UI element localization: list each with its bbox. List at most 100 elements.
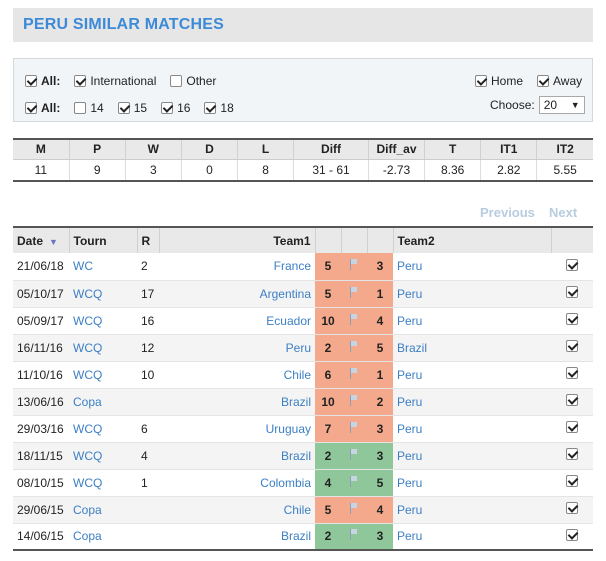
home-label: Home <box>491 74 524 88</box>
match-flag-cell[interactable] <box>341 415 367 443</box>
team1-link[interactable]: France <box>159 253 315 281</box>
team1-link[interactable]: Colombia <box>159 469 315 497</box>
all-type-checkbox[interactable] <box>25 75 37 87</box>
match-flag-cell[interactable] <box>341 307 367 335</box>
team1-link[interactable]: Chile <box>159 496 315 524</box>
choose-select[interactable]: 20 ▼ <box>538 96 585 114</box>
year-16-checkbox[interactable] <box>161 102 174 114</box>
all-years-checkbox[interactable] <box>25 102 37 114</box>
match-tournament-link[interactable]: Copa <box>69 496 137 524</box>
team2-link[interactable]: Peru <box>393 388 551 416</box>
home-checkbox[interactable] <box>475 75 487 87</box>
team2-score: 3 <box>367 442 393 470</box>
match-select-checkbox[interactable] <box>566 286 578 298</box>
filter-row-years: All: 14 15 16 18 <box>25 99 234 117</box>
other-checkbox[interactable] <box>170 75 183 87</box>
stats-header-d: D <box>180 139 238 160</box>
team1-link[interactable]: Ecuador <box>159 307 315 335</box>
match-flag-cell[interactable] <box>341 523 367 550</box>
match-tournament-link[interactable]: WCQ <box>69 415 137 443</box>
international-checkbox[interactable] <box>74 75 87 87</box>
team2-link[interactable]: Peru <box>393 361 551 389</box>
flag-icon <box>350 475 358 487</box>
stats-header-t: T <box>424 139 481 160</box>
match-row: 05/10/17 WCQ 17 Argentina 5 1 Peru <box>13 280 593 308</box>
title-bar: PERU SIMILAR MATCHES <box>13 8 593 42</box>
team2-link[interactable]: Peru <box>393 496 551 524</box>
match-select-checkbox[interactable] <box>566 502 578 514</box>
team1-link[interactable]: Brazil <box>280 529 311 544</box>
team1-link[interactable]: Uruguay <box>159 415 315 443</box>
match-tournament-link[interactable]: WCQ <box>69 469 137 497</box>
team1-link[interactable]: Peru <box>159 334 315 362</box>
match-select-checkbox[interactable] <box>566 394 578 406</box>
team1-score: 10 <box>315 388 341 416</box>
match-select-checkbox[interactable] <box>566 367 578 379</box>
match-tournament-link[interactable]: WCQ <box>69 307 137 335</box>
header-team2[interactable]: Team2 <box>392 227 551 253</box>
team2-link[interactable]: Peru <box>393 415 551 443</box>
team2-link[interactable]: Peru <box>393 307 551 335</box>
year-18-checkbox[interactable] <box>204 102 217 114</box>
match-flag-cell[interactable] <box>341 469 367 497</box>
team2-link[interactable]: Peru <box>393 253 551 281</box>
team1-link[interactable]: Brazil <box>159 388 315 416</box>
team2-score: 1 <box>367 361 393 389</box>
header-tourn[interactable]: Tourn <box>68 227 137 253</box>
header-team1[interactable]: Team1 <box>158 227 315 253</box>
next-link[interactable]: Next <box>549 205 578 220</box>
match-select-cell <box>551 523 593 550</box>
flag-icon <box>350 529 358 541</box>
match-flag-cell[interactable] <box>341 361 367 389</box>
flag-icon <box>350 367 358 379</box>
match-flag-cell[interactable] <box>341 334 367 362</box>
team1-link[interactable]: Brazil <box>159 442 315 470</box>
page-title: PERU SIMILAR MATCHES <box>23 16 225 33</box>
team2-score: 4 <box>367 496 393 524</box>
header-date[interactable]: Date ▼ <box>13 227 69 253</box>
year-15-checkbox[interactable] <box>117 102 130 114</box>
match-select-checkbox[interactable] <box>566 313 578 325</box>
team1-score: 5 <box>315 253 341 281</box>
away-checkbox[interactable] <box>537 75 550 87</box>
match-flag-cell[interactable] <box>341 280 367 308</box>
previous-link[interactable]: Previous <box>480 205 535 220</box>
stats-header-p: P <box>68 139 126 160</box>
match-row: 14/06/15 Copa Brazil 2 3 Peru <box>13 523 593 550</box>
stats-table: M P W D L Diff Diff_av T IT1 IT2 11 9 3 … <box>13 138 593 182</box>
team2-link[interactable]: Peru <box>393 469 551 497</box>
match-flag-cell[interactable] <box>341 496 367 524</box>
team2-score: 4 <box>367 307 393 335</box>
match-tournament-link[interactable]: Copa <box>73 529 102 544</box>
flag-icon <box>350 313 358 325</box>
match-tournament-link[interactable]: Copa <box>69 388 137 416</box>
flag-icon <box>350 286 358 298</box>
team2-link[interactable]: Peru <box>393 442 551 470</box>
match-tournament-link[interactable]: WC <box>69 253 137 281</box>
match-select-checkbox[interactable] <box>566 421 578 433</box>
match-flag-cell[interactable] <box>341 442 367 470</box>
stats-header-l: L <box>236 139 294 160</box>
match-tournament-link[interactable]: WCQ <box>69 442 137 470</box>
match-select-checkbox[interactable] <box>566 528 578 541</box>
year-14-checkbox[interactable] <box>74 102 87 114</box>
team1-link[interactable]: Argentina <box>159 280 315 308</box>
stats-value-it2: 5.55 <box>536 159 593 181</box>
match-select-checkbox[interactable] <box>566 258 578 271</box>
match-tournament-link[interactable]: WCQ <box>69 361 137 389</box>
year-15-label: 15 <box>133 101 148 115</box>
team2-link[interactable]: Peru <box>397 529 423 544</box>
team2-link[interactable]: Brazil <box>393 334 551 362</box>
header-r[interactable]: R <box>136 227 159 253</box>
match-flag-cell[interactable] <box>341 253 367 281</box>
match-select-checkbox[interactable] <box>566 340 578 352</box>
match-flag-cell[interactable] <box>341 388 367 416</box>
match-date: 16/11/16 <box>13 334 69 362</box>
match-round: 6 <box>137 415 159 443</box>
match-tournament-link[interactable]: WCQ <box>69 280 137 308</box>
match-tournament-link[interactable]: WCQ <box>69 334 137 362</box>
team1-link[interactable]: Chile <box>159 361 315 389</box>
match-select-checkbox[interactable] <box>566 475 578 487</box>
team2-link[interactable]: Peru <box>393 280 551 308</box>
match-select-checkbox[interactable] <box>566 448 578 460</box>
